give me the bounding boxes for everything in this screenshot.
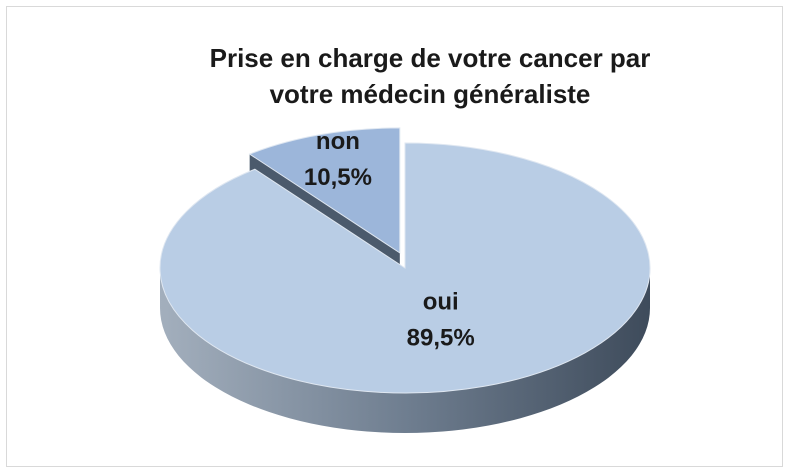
slice-side: [160, 268, 650, 433]
slice: [248, 127, 401, 254]
slice-category-label: oui: [423, 289, 459, 316]
slice: [159, 142, 651, 394]
chart-title: Prise en charge de votre cancer par votr…: [209, 43, 651, 109]
slice-category-label: non: [316, 128, 360, 155]
slice-value-label: 10,5%: [304, 164, 372, 191]
slice-value-label: 89,5%: [407, 325, 475, 352]
